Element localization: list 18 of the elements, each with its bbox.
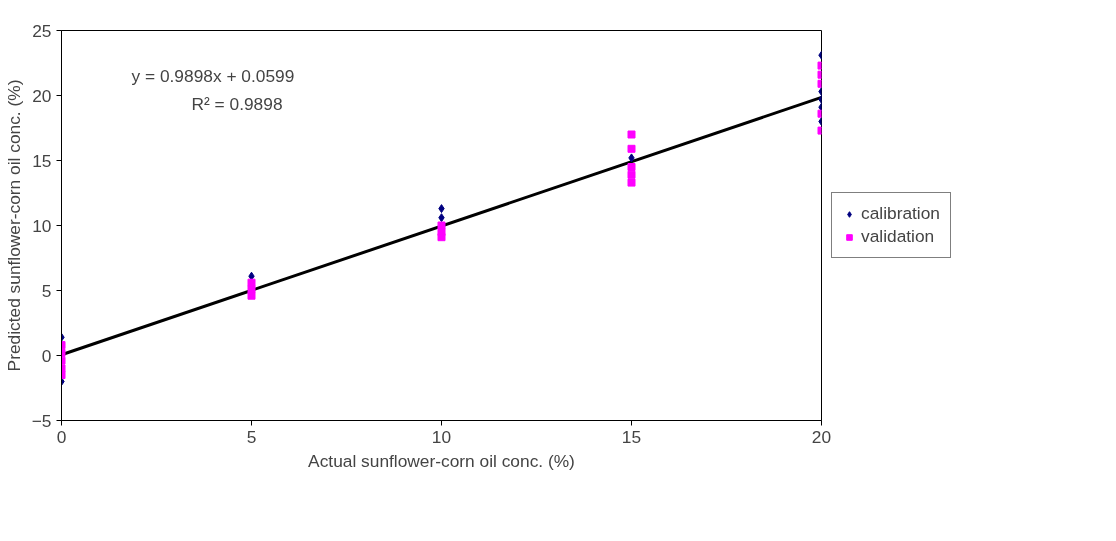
y-tick-label: 0 xyxy=(41,345,52,366)
annotation: R² = 0.9898 xyxy=(191,93,283,114)
y-tick-label: −5 xyxy=(31,410,52,431)
y-tick-label: 15 xyxy=(32,150,52,171)
annotation: y = 0.9898x + 0.0599 xyxy=(131,65,295,86)
y-tick-label: 25 xyxy=(32,20,52,41)
x-tick-label: 15 xyxy=(621,426,642,447)
legend-label: calibration xyxy=(861,203,940,224)
x-tick-label: 10 xyxy=(431,426,452,447)
legend-label: validation xyxy=(861,226,935,247)
y-tick-label: 10 xyxy=(32,215,52,236)
y-tick-label: 20 xyxy=(32,85,52,106)
y-tick-label: 5 xyxy=(41,280,52,301)
x-tick-label: 5 xyxy=(246,426,257,447)
x-tick-label: 0 xyxy=(56,426,67,447)
x-tick-label: 20 xyxy=(811,426,832,447)
y-axis-title: Predicted sunflower-corn oil conc. (%) xyxy=(3,79,24,372)
x-axis-title: Actual sunflower-corn oil conc. (%) xyxy=(308,450,575,471)
